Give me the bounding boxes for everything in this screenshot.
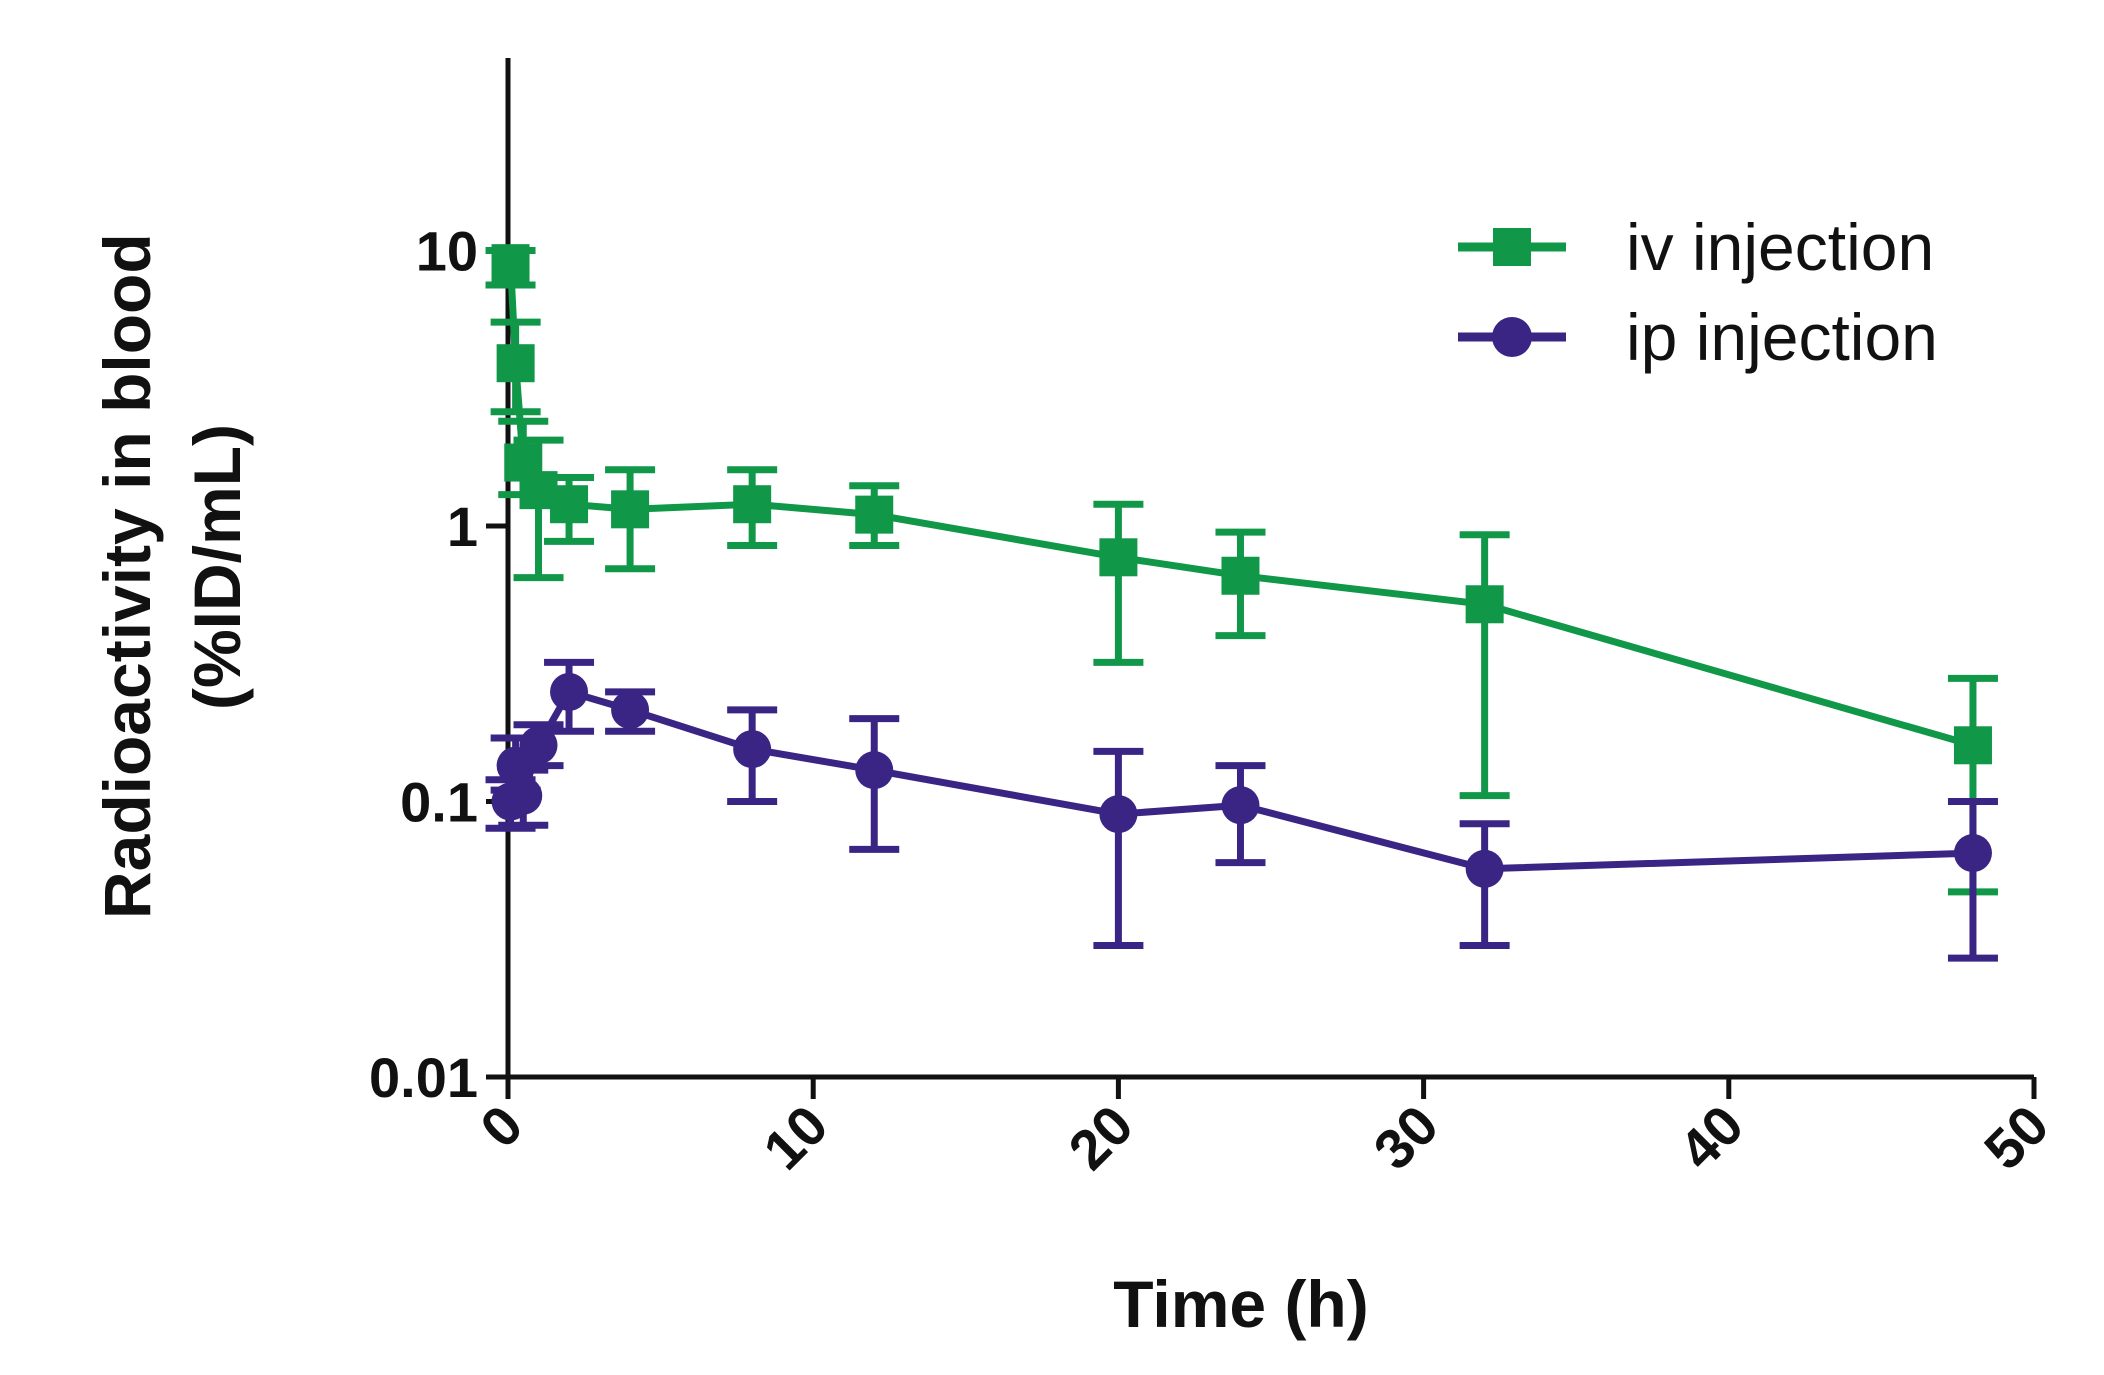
- error-bar: [1947, 798, 1998, 962]
- data-point: [733, 730, 772, 769]
- data-point: [1099, 538, 1138, 577]
- series-ip: [485, 658, 1998, 962]
- y-tick-label: 0.1: [400, 771, 478, 834]
- x-tick-label: 10: [751, 1093, 840, 1182]
- y-tick-label: 1: [447, 495, 478, 558]
- data-point: [550, 672, 589, 711]
- error-bar: [1093, 747, 1144, 950]
- data-point: [496, 344, 535, 383]
- data-point: [519, 726, 558, 765]
- data-point: [1465, 585, 1504, 624]
- y-tick-label: 10: [416, 220, 478, 283]
- data-point: [855, 495, 894, 534]
- legend-iv-label: iv injection: [1626, 210, 1934, 284]
- series: [485, 244, 1998, 962]
- error-bar: [1459, 531, 1510, 800]
- data-point: [550, 485, 589, 524]
- legend-item-iv: iv injection: [1458, 210, 1934, 284]
- data-point: [1221, 786, 1260, 825]
- y-axis-title-line-1: Radioactivity in blood: [90, 233, 164, 919]
- data-point: [733, 485, 772, 524]
- x-tick-label: 20: [1056, 1093, 1145, 1182]
- data-point: [1953, 726, 1992, 765]
- data-point: [855, 751, 894, 790]
- data-point: [1221, 556, 1260, 595]
- y-axis-title-line-2: (%ID/mL): [180, 424, 254, 710]
- y-tick-label: 0.01: [369, 1046, 478, 1109]
- series-iv: [485, 244, 1998, 896]
- x-axis-title: Time (h): [1113, 1267, 1368, 1341]
- data-point: [504, 776, 543, 815]
- legend-ip-label: ip injection: [1626, 300, 1938, 374]
- data-point: [1465, 849, 1504, 888]
- axes: [505, 58, 2034, 1080]
- data-point: [491, 244, 530, 283]
- legend-item-ip: ip injection: [1458, 300, 1938, 374]
- legend: iv injection ip injection: [1458, 210, 1938, 374]
- legend-ip-marker: [1492, 317, 1532, 357]
- legend-iv-marker: [1493, 228, 1531, 266]
- y-axis-title: Radioactivity in blood (%ID/mL): [90, 215, 254, 919]
- data-point: [611, 490, 650, 529]
- x-tick-label: 40: [1667, 1093, 1756, 1182]
- error-bar: [1093, 500, 1144, 666]
- x-tick-label: 50: [1972, 1093, 2061, 1182]
- data-point: [1099, 795, 1138, 834]
- data-point: [611, 690, 650, 729]
- x-tick-label: 30: [1361, 1093, 1450, 1182]
- data-point: [1953, 834, 1992, 873]
